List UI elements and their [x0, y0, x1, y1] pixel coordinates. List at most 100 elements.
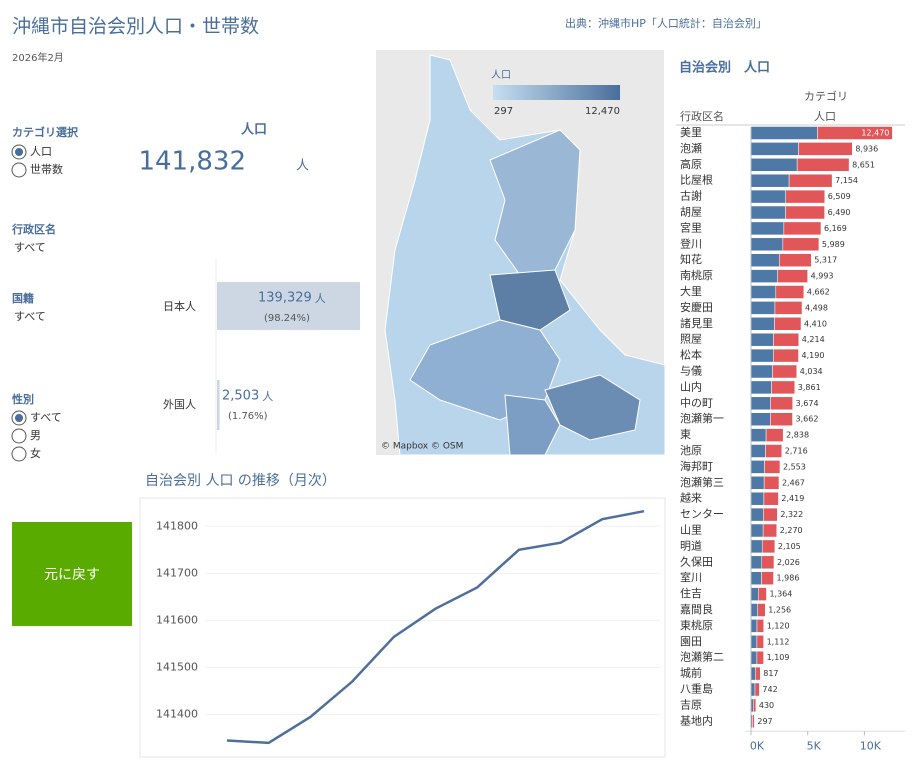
radio[interactable] [11, 428, 27, 444]
y-tick-label: 141400 [156, 708, 198, 721]
bar-segment [779, 253, 812, 267]
bar-segment [773, 332, 800, 347]
category-label: 外国人 [163, 398, 196, 411]
row-label: 中の町 [680, 396, 713, 409]
row-label: 宮里 [680, 220, 702, 234]
row-label: 室川 [680, 570, 702, 584]
filter-label: カテゴリ選択 [12, 125, 79, 139]
radio[interactable] [11, 162, 27, 178]
legend-max: 12,470 [585, 106, 620, 117]
radio-dot[interactable] [15, 148, 23, 156]
line [226, 509, 645, 745]
summary-total: 141,832 [138, 147, 246, 177]
filter-value[interactable]: すべて [14, 310, 46, 323]
filter-label: 性別 [12, 392, 34, 406]
row-label: 吉原 [680, 698, 702, 711]
bar-segment [750, 619, 758, 633]
bar-segment [750, 635, 758, 649]
row-label: 園田 [680, 635, 702, 648]
reset-button[interactable] [12, 522, 132, 626]
bar-segment [750, 221, 785, 236]
row-label: 安慶田 [680, 300, 713, 314]
total-label: 6,169 [824, 224, 847, 233]
plot-area [139, 497, 666, 758]
row-label: 大里 [680, 284, 702, 298]
radio-label[interactable]: 男 [30, 429, 41, 442]
row-label: 城前 [680, 666, 702, 680]
filter-label: 国籍 [12, 291, 34, 305]
row-label: 比屋根 [680, 173, 713, 187]
measure-header: 人口 [814, 110, 836, 123]
date: 2026年2月 [12, 51, 64, 64]
bar-segment [761, 555, 775, 570]
total-label: 2,716 [785, 447, 808, 456]
bar-segment [750, 285, 777, 299]
row-label: 海邦町 [680, 459, 713, 473]
bar-segment [773, 348, 799, 363]
total-label: 1,364 [769, 590, 792, 599]
bar-segment [750, 205, 786, 220]
x-tick-label: 10K [860, 739, 882, 752]
radio-label[interactable]: 人口 [30, 145, 52, 158]
title: 沖縄市自治会別人口・世帯数 [12, 16, 259, 38]
total-label: 7,154 [835, 176, 858, 185]
bar-segment [752, 714, 755, 729]
total-label: 12,470 [861, 129, 889, 138]
y-tick-label: 141800 [156, 519, 198, 532]
total-label: 3,662 [796, 415, 819, 424]
bar-segment [798, 142, 853, 156]
bar-segment [756, 650, 764, 665]
radio-label[interactable]: 世帯数 [30, 163, 63, 176]
map[interactable]: 人口 297 12,470 © Mapbox © OSM [376, 50, 666, 456]
radio-dot[interactable] [15, 414, 23, 422]
legend-title: 人口 [491, 69, 511, 81]
unit: 人 [262, 390, 273, 403]
row-label: 基地内 [680, 713, 713, 727]
bar-segment [796, 158, 850, 172]
bar-segment [777, 269, 808, 283]
bar-segment [750, 269, 778, 283]
value-label: 139,329 [258, 291, 312, 306]
row-label: 美里 [680, 126, 702, 139]
total-label: 3,674 [796, 399, 819, 408]
total-label: 4,034 [800, 367, 823, 376]
bar-segment [750, 539, 763, 554]
radio-label[interactable]: 女 [30, 446, 41, 460]
bar-segment [750, 396, 771, 411]
bar-segment [763, 507, 778, 522]
bar-segment [750, 507, 764, 522]
summary-unit: 人 [296, 159, 309, 174]
legend-gradient [493, 85, 620, 100]
bar-segment [757, 603, 766, 617]
total-label: 2,553 [783, 462, 806, 471]
bar-segment [750, 332, 774, 347]
x-tick-label: 0K [750, 739, 765, 752]
button-label[interactable]: 元に戻す [44, 567, 100, 583]
row-label: 池原 [680, 444, 702, 457]
bar-segment [775, 285, 805, 299]
radio[interactable] [11, 446, 27, 462]
total-label: 2,026 [777, 558, 800, 567]
bar-segment [750, 348, 774, 363]
row-label: 与儀 [680, 364, 702, 378]
total-label: 1,112 [767, 637, 790, 646]
row-label: 明道 [680, 538, 702, 552]
radio-label[interactable]: すべて [30, 411, 62, 424]
row-label: 泡瀬 [680, 141, 702, 155]
row-label: 東 [680, 428, 691, 441]
bar-segment [756, 619, 764, 633]
filter-value[interactable]: すべて [14, 241, 46, 254]
total-label: 2,838 [786, 431, 809, 440]
bar-segment [753, 698, 757, 713]
total-label: 430 [759, 701, 774, 710]
row-label: 越来 [680, 491, 702, 505]
bar-segment [774, 301, 803, 315]
row-label: 知花 [680, 252, 702, 266]
chart-title: 自治会別 人口 [679, 60, 770, 76]
bar-segment [783, 221, 822, 236]
bar-segment [755, 666, 761, 681]
total-label: 5,989 [822, 240, 845, 249]
row-label: 泡瀬第一 [680, 411, 724, 425]
bar-segment [754, 682, 760, 697]
map-credit: © Mapbox © OSM [381, 442, 463, 452]
